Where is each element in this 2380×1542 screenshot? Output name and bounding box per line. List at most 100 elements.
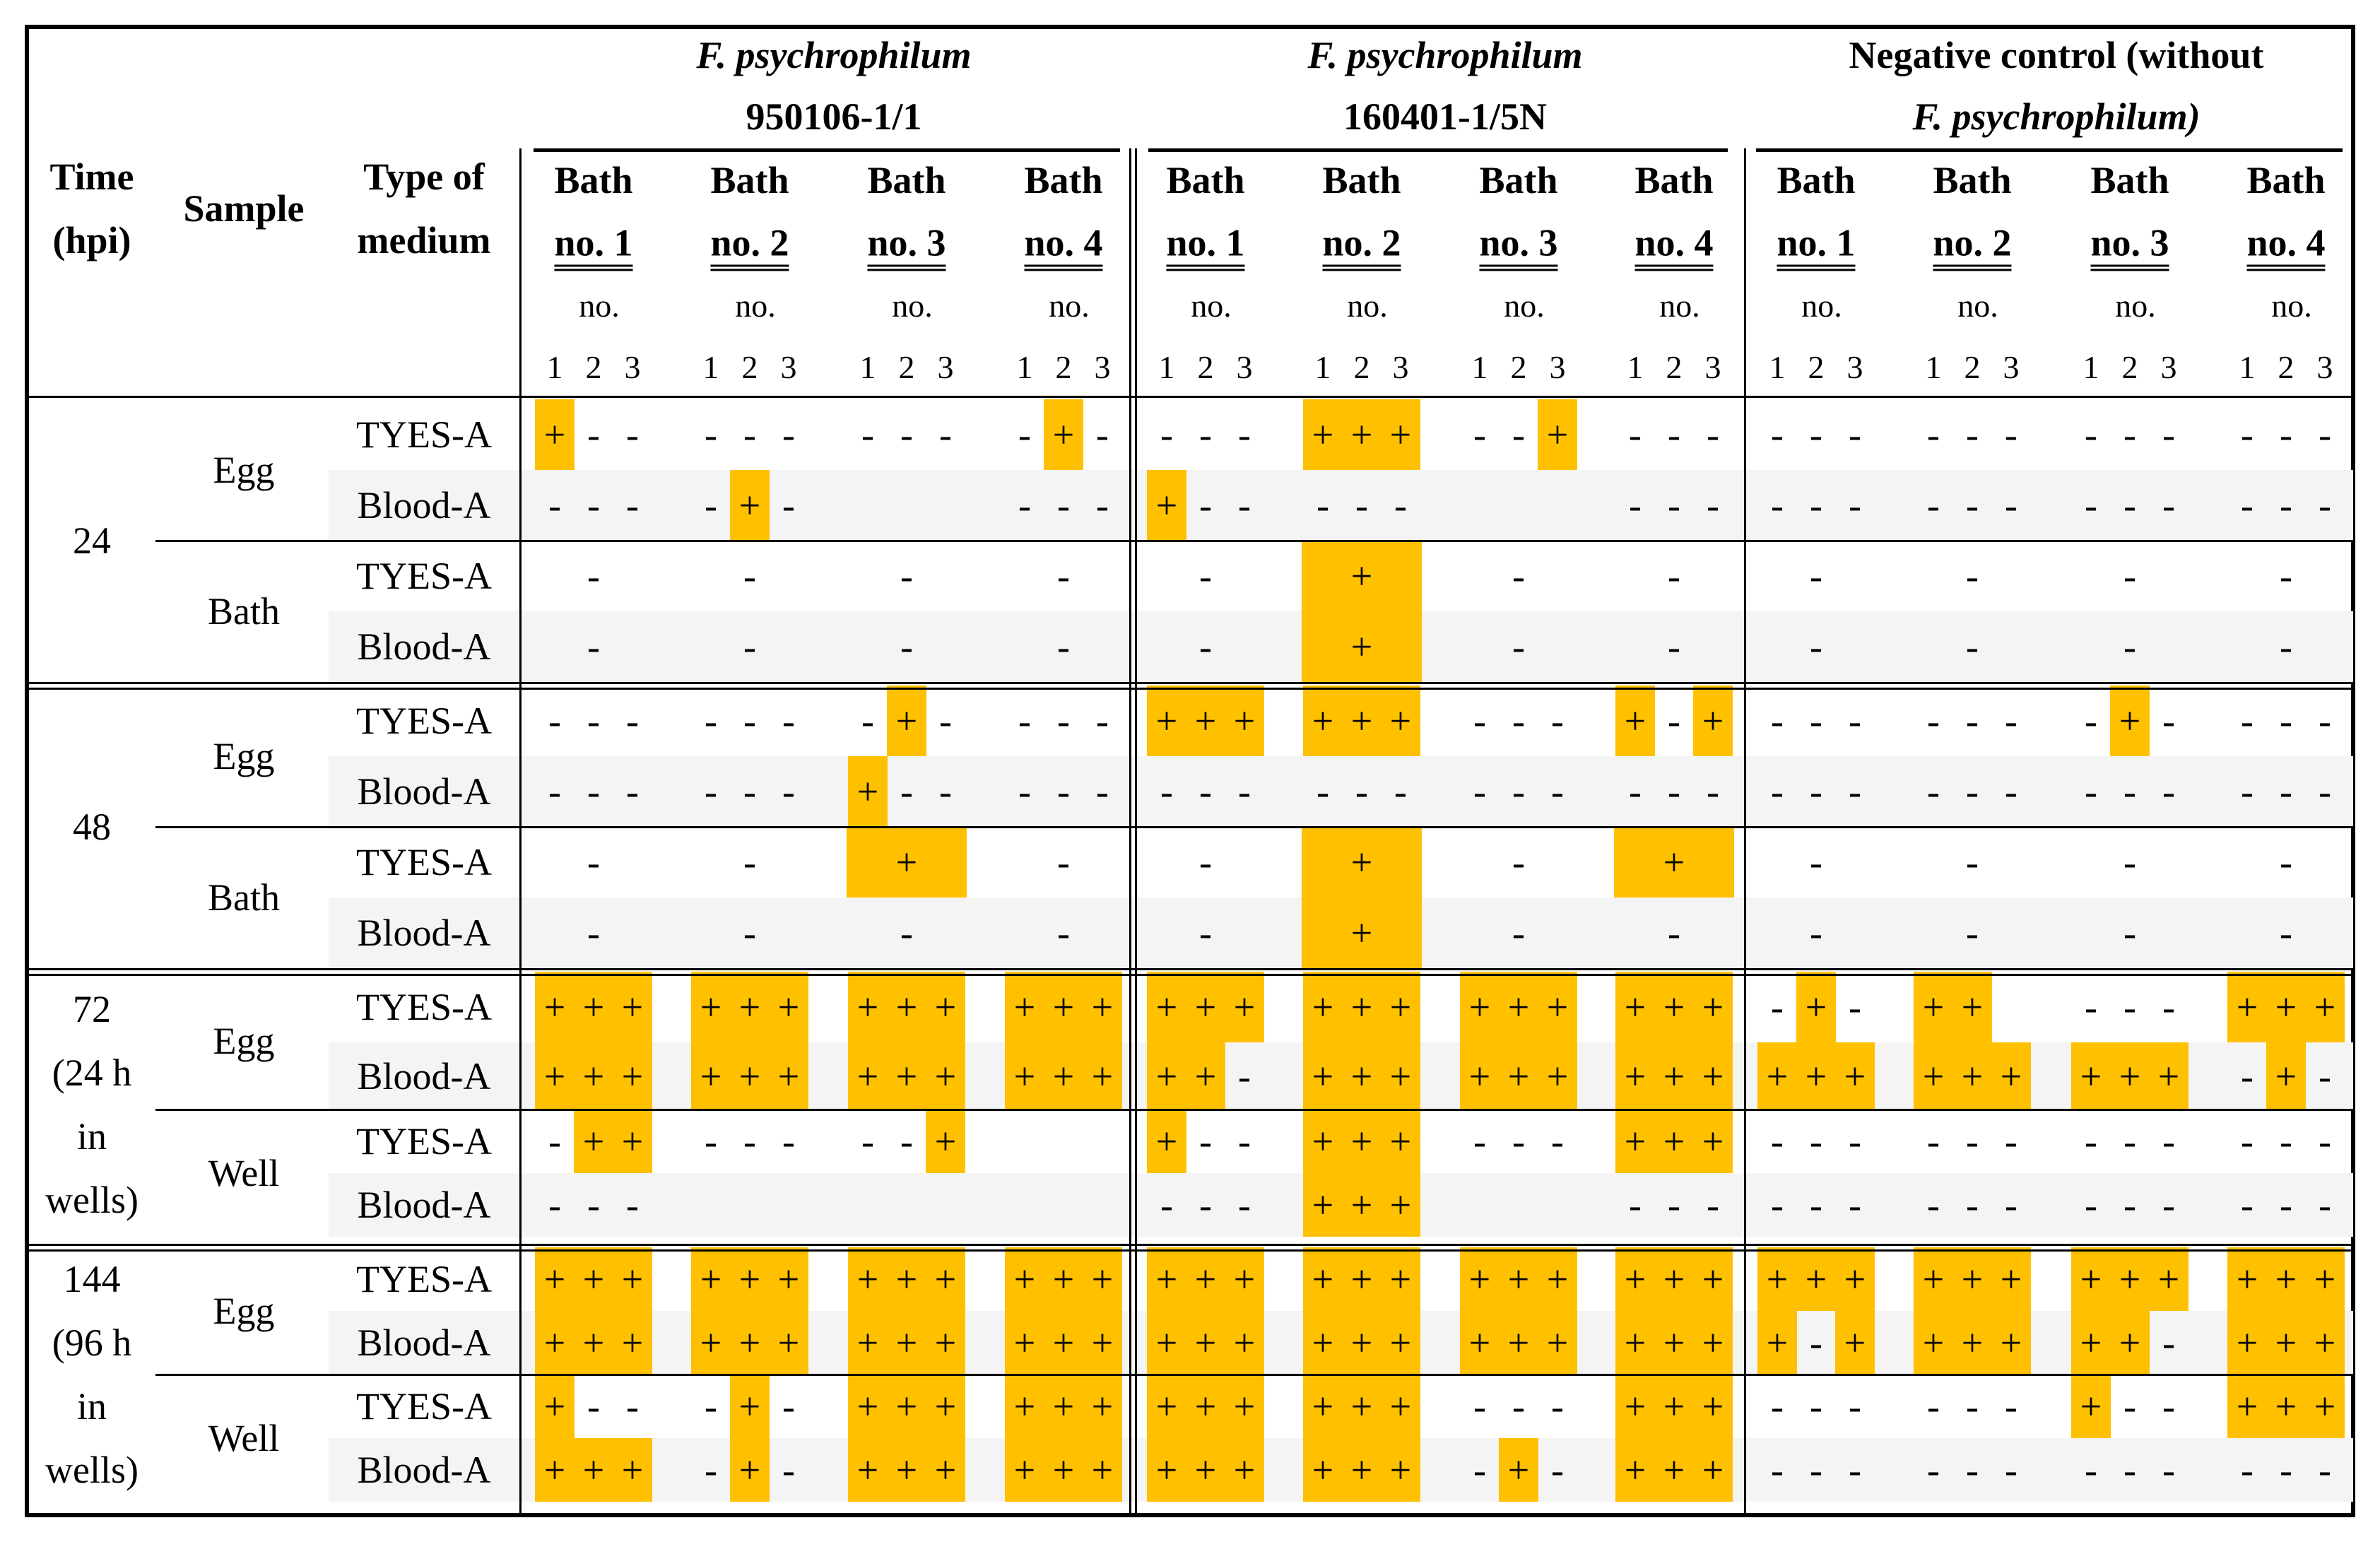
positive-cell: [2305, 1247, 2345, 1311]
plus-mark: +: [1507, 1054, 1530, 1097]
result-value: -: [587, 841, 600, 883]
minus-mark: -: [1629, 1184, 1642, 1226]
plus-mark: +: [1389, 1258, 1412, 1300]
plus-mark: +: [1702, 1120, 1724, 1163]
result-value: -: [1199, 912, 1212, 954]
positive-cell: [847, 827, 967, 897]
plus-mark: +: [1312, 1120, 1334, 1163]
sub-index: 2: [2278, 349, 2294, 385]
minus-mark: -: [1966, 1385, 1979, 1428]
plus-mark: +: [895, 700, 918, 742]
positive-cell: [730, 1438, 770, 1502]
plus-mark: +: [1844, 1054, 1866, 1097]
plus-mark: +: [1507, 1449, 1530, 1491]
minus-mark: -: [2162, 1449, 2175, 1491]
bath-number: no. 2: [710, 224, 789, 271]
positive-cell: [613, 972, 652, 1042]
minus-mark: -: [1394, 770, 1407, 813]
positive-cell: [1303, 399, 1343, 470]
plus-mark: +: [1312, 700, 1334, 742]
plus-mark: +: [1350, 1054, 1373, 1097]
minus-mark: -: [743, 770, 756, 813]
minus-mark: -: [1810, 413, 1822, 456]
plus-mark: +: [2275, 1054, 2297, 1097]
minus-mark: -: [1512, 770, 1525, 813]
plus-mark: +: [856, 1054, 879, 1097]
positive-cell: [887, 972, 926, 1042]
plus-mark: +: [1922, 1054, 1945, 1097]
positive-cell: [1796, 1042, 1836, 1110]
plus-mark: +: [1702, 1258, 1724, 1300]
plus-mark: +: [2236, 1322, 2258, 1364]
result-value: -: [587, 625, 600, 668]
result-value: -: [900, 625, 913, 668]
positive-cell: [2227, 1375, 2267, 1438]
minus-mark: -: [2280, 1184, 2292, 1226]
minus-mark: -: [782, 1385, 795, 1428]
minus-mark: -: [587, 1385, 600, 1428]
positive-cell: [1654, 1438, 1694, 1502]
plus-mark: +: [2314, 986, 2336, 1028]
positive-cell: [1044, 1247, 1083, 1311]
plus-mark: +: [1546, 1054, 1569, 1097]
minus-mark: -: [1057, 700, 1070, 742]
minus-mark: -: [2005, 1184, 2017, 1226]
positive-cell: [2266, 1375, 2306, 1438]
positive-cell: [1952, 1311, 1992, 1375]
positive-cell: [1614, 827, 1734, 897]
bath-number: no. 4: [2246, 224, 2326, 271]
plus-mark: +: [1468, 1054, 1491, 1097]
section-rule: [25, 968, 2355, 970]
minus-mark: -: [1512, 413, 1525, 456]
medium-value: Blood-A: [357, 625, 491, 668]
plus-mark: +: [1052, 1385, 1075, 1428]
minus-mark: -: [1927, 770, 1940, 813]
plus-mark: +: [1155, 1120, 1178, 1163]
minus-mark: -: [1849, 1120, 1861, 1163]
plus-mark: +: [1013, 1258, 1036, 1300]
positive-cell: [2266, 1311, 2306, 1375]
minus-mark: -: [743, 1120, 756, 1163]
minus-mark: -: [626, 1184, 639, 1226]
positive-cell: [1381, 1311, 1420, 1375]
plus-mark: +: [2236, 1385, 2258, 1428]
positive-cell: [1342, 1247, 1382, 1311]
minus-mark: -: [1512, 1385, 1525, 1428]
positive-cell: [1147, 685, 1186, 756]
minus-mark: -: [2241, 1120, 2254, 1163]
plus-mark: +: [1766, 1258, 1789, 1300]
positive-cell: [691, 1247, 731, 1311]
plus-mark: +: [738, 1054, 761, 1097]
plus-mark: +: [1155, 1385, 1178, 1428]
positive-cell: [848, 1438, 888, 1502]
positive-cell: [1147, 1311, 1186, 1375]
minus-mark: -: [1771, 1385, 1784, 1428]
positive-cell: [1381, 685, 1420, 756]
minus-mark: -: [1629, 770, 1642, 813]
minus-mark: -: [1810, 770, 1822, 813]
plus-mark: +: [1922, 1322, 1945, 1364]
positive-cell: [1381, 1042, 1420, 1110]
plus-mark: +: [1624, 986, 1646, 1028]
positive-cell: [926, 1311, 965, 1375]
minus-mark: -: [1966, 700, 1979, 742]
bath-number: no. 2: [1322, 224, 1401, 271]
minus-mark: -: [587, 484, 600, 526]
medium-value: Blood-A: [357, 1184, 491, 1226]
positive-cell: [691, 1311, 731, 1375]
plus-mark: +: [934, 1054, 957, 1097]
minus-mark: -: [2280, 1449, 2292, 1491]
positive-cell: [1991, 1042, 2031, 1110]
minus-mark: -: [2241, 413, 2254, 456]
minus-mark: -: [1927, 1449, 1940, 1491]
minus-mark: -: [2319, 484, 2331, 526]
minus-mark: -: [1629, 413, 1642, 456]
bath-header: Bath: [554, 159, 633, 201]
plus-mark: +: [934, 1120, 957, 1163]
result-value: -: [1668, 625, 1680, 668]
minus-mark: -: [1629, 484, 1642, 526]
positive-cell: [535, 972, 575, 1042]
sub-index: 2: [1353, 349, 1370, 385]
minus-mark: -: [1810, 1449, 1822, 1491]
plus-mark: +: [1507, 1322, 1530, 1364]
